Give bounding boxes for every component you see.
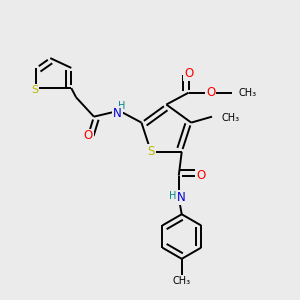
Text: N: N	[177, 191, 185, 204]
Text: S: S	[147, 145, 155, 158]
Text: N: N	[113, 106, 122, 120]
Text: CH₃: CH₃	[173, 275, 191, 286]
Text: H: H	[118, 101, 126, 111]
Text: O: O	[184, 67, 193, 80]
Text: O: O	[196, 169, 206, 182]
Text: O: O	[83, 130, 93, 142]
Text: CH₃: CH₃	[238, 88, 256, 98]
Text: CH₃: CH₃	[221, 113, 240, 123]
Text: H: H	[169, 190, 176, 200]
Text: S: S	[31, 85, 38, 94]
Text: O: O	[206, 86, 216, 99]
